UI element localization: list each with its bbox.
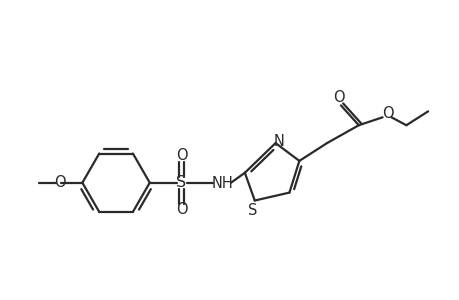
Text: O: O	[332, 90, 344, 105]
Text: S: S	[176, 175, 186, 190]
Text: O: O	[54, 175, 65, 190]
Text: O: O	[175, 148, 187, 164]
Text: N: N	[274, 134, 285, 148]
Text: O: O	[175, 202, 187, 217]
Text: S: S	[247, 203, 257, 218]
Text: O: O	[381, 106, 392, 121]
Text: NH: NH	[211, 176, 232, 191]
